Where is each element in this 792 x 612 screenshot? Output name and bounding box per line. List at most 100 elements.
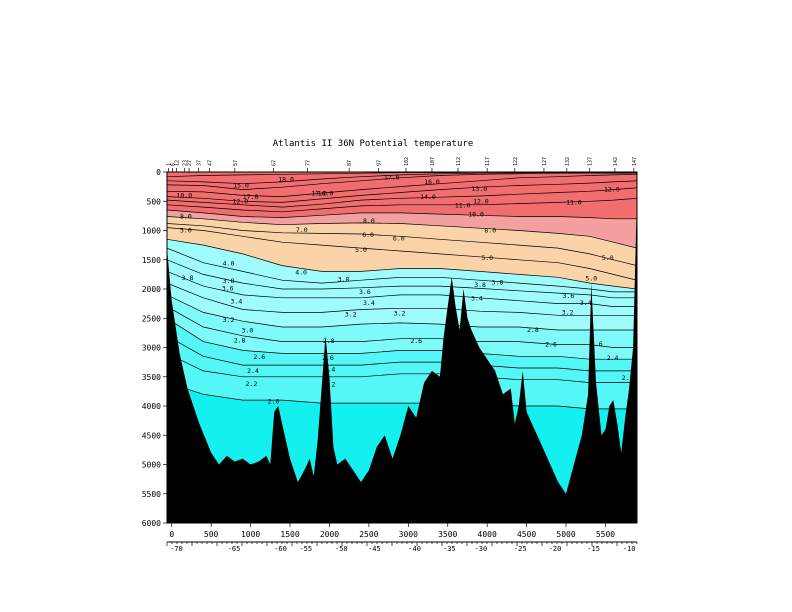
- isotherm-8-0: [167, 216, 637, 249]
- contour-label: 3.8: [492, 279, 504, 287]
- isotherm-2-6: [167, 318, 637, 360]
- contour-label: 3.8: [474, 281, 486, 289]
- contour-label: 14.0: [420, 193, 436, 201]
- station-tick-label: 77: [305, 160, 311, 166]
- isotherm-13-0: [167, 180, 637, 203]
- isotherm-2-4: [167, 335, 637, 372]
- x-tick-label: 0: [169, 530, 174, 539]
- contour-label: 3.2: [223, 316, 235, 324]
- station-tick-label: 57: [233, 160, 239, 166]
- isotherm-12-0: [167, 187, 637, 208]
- x-tick-label: 4000: [478, 530, 497, 539]
- x-tick-label: 4500: [517, 530, 536, 539]
- isotherm-17-0: [167, 172, 637, 185]
- y-tick-label: 500: [147, 197, 162, 206]
- contour-label: 10.0: [468, 211, 484, 219]
- isotherm-2-8: [167, 306, 637, 348]
- longitude-tick-label: -30: [475, 545, 488, 553]
- isotherm-10-0: [167, 209, 637, 220]
- isotherm-3-0: [167, 294, 637, 331]
- contour-label: 3.6: [222, 284, 234, 292]
- y-tick-label: 3500: [142, 373, 161, 382]
- station-tick-label: 47: [208, 160, 214, 166]
- contour-label: 8.0: [363, 217, 375, 225]
- y-tick-label: 1500: [142, 256, 161, 265]
- isotherm-11-0: [167, 197, 637, 213]
- x-tick-label: 1000: [241, 530, 260, 539]
- contour-label: 10.0: [176, 191, 192, 199]
- contour-label: 3.8: [338, 276, 350, 284]
- longitude-tick-label: -45: [368, 545, 381, 553]
- longitude-tick-label: -65: [228, 545, 241, 553]
- isotherm-6-0: [167, 223, 637, 266]
- station-tick-label: 67: [271, 160, 277, 166]
- contour-label: 2.6: [545, 341, 557, 349]
- longitude-tick-label: -50: [335, 545, 348, 553]
- y-tick-label: 5500: [142, 490, 161, 499]
- station-tick-label: 87: [347, 160, 353, 166]
- contour-label: 15.0: [233, 182, 249, 190]
- longitude-tick-label: -35: [443, 545, 456, 553]
- contour-label: 2.2: [246, 380, 258, 388]
- station-tick-label: 6: [171, 163, 177, 166]
- contour-label: 3.8: [223, 277, 235, 285]
- station-tick-label: 117: [485, 157, 491, 166]
- contour-label: 3.4: [471, 294, 483, 302]
- contour-label: 13.0: [471, 185, 487, 193]
- station-tick-label: 12: [174, 160, 180, 166]
- station-tick-label: 147: [632, 157, 638, 166]
- band-8-4: [167, 216, 637, 289]
- longitude-tick-label: -20: [549, 545, 562, 553]
- band-4-3: [167, 239, 637, 330]
- contour-label: 17.0: [243, 193, 259, 201]
- station-tick-label: 112: [456, 157, 462, 166]
- contour-label: 12.0: [473, 197, 489, 205]
- contour-label: 5.0: [585, 275, 597, 283]
- x-tick-label: 2000: [320, 530, 339, 539]
- contour-label: 16.0: [424, 178, 440, 186]
- contour-label: 2.6: [253, 353, 265, 361]
- longitude-tick-label: -55: [299, 545, 312, 553]
- y-tick-label: 0: [156, 168, 161, 177]
- contour-labels: 18.017.016.017.015.012.017.016.013.014.0…: [176, 173, 633, 405]
- contour-label: 3.4: [363, 299, 375, 307]
- contour-label: 11.0: [566, 198, 582, 206]
- contour-label: 3.0: [242, 327, 254, 335]
- contour-label: 3.8: [182, 274, 194, 282]
- station-tick-label: 142: [613, 157, 619, 166]
- contour-label: 11.0: [455, 201, 471, 209]
- longitude-axis: -70 -65 -60 -55 -50 -45 -40 -35 -30 -25 -20 -15 -10: [166, 541, 638, 553]
- x-tick-label: 1500: [280, 530, 299, 539]
- station-tick-label: 132: [565, 157, 571, 166]
- isotherm-3-2: [167, 282, 637, 316]
- seafloor-bathymetry: [167, 195, 637, 523]
- band-2-6-2: [167, 318, 637, 409]
- isotherm-5-0: [167, 227, 637, 281]
- station-tick-label: 102: [404, 157, 410, 166]
- plot-area: 18.017.016.017.015.012.017.016.013.014.0…: [167, 172, 637, 523]
- contour-label: 8.0: [484, 227, 496, 235]
- contour-label: 3.2: [562, 308, 574, 316]
- x-tick-label: 5000: [556, 530, 575, 539]
- station-tick-label: 23: [182, 160, 188, 166]
- station-tick-label: 127: [542, 157, 548, 166]
- isotherm-2-2: [167, 353, 637, 383]
- contour-label: 2.4: [247, 367, 259, 375]
- contour-label: 17.0: [384, 173, 400, 181]
- station-tick-label: 137: [588, 157, 594, 166]
- contour-label: 16.0: [318, 190, 334, 198]
- x-tick-label: 3500: [438, 530, 457, 539]
- contour-label: 3.4: [231, 297, 243, 305]
- x-tick-label: 3000: [399, 530, 418, 539]
- station-tick-label: 122: [513, 157, 519, 166]
- isotherm-3-4: [167, 271, 637, 307]
- y-tick-label: 4500: [142, 431, 161, 440]
- band-3-2-6: [167, 294, 637, 360]
- y-tick-label: 6000: [142, 519, 161, 528]
- depth-axis: 0 500 1000 1500 2000 2500 3000 3500 4000 4500 5000…: [142, 168, 167, 528]
- isotherm-16-0: [167, 172, 637, 190]
- contour-label: 3.2: [394, 310, 406, 318]
- contour-label: 2.8: [323, 337, 335, 345]
- isotherm-3-8: [167, 247, 637, 293]
